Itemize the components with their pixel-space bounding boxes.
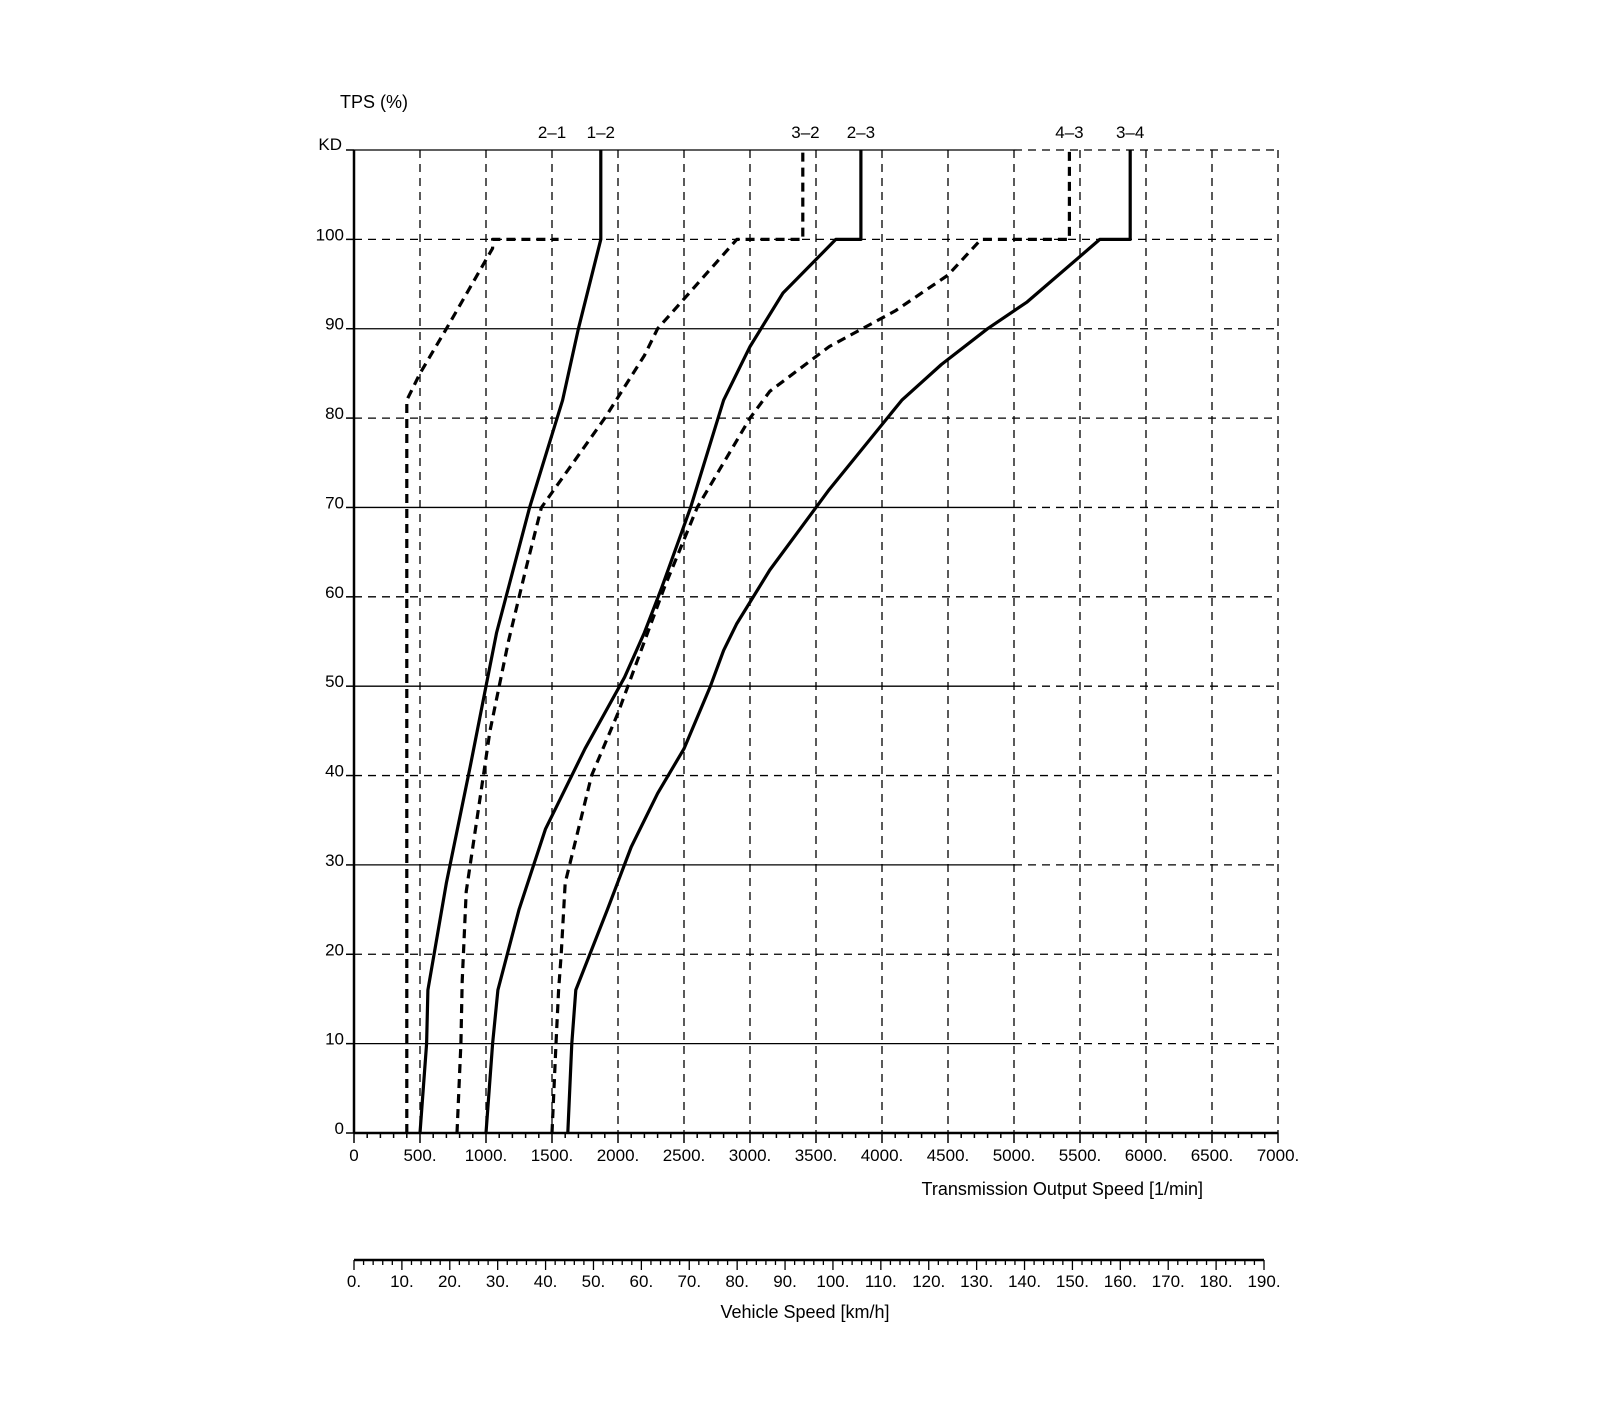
vehicle-speed-label-100: 100. [816, 1272, 849, 1291]
x-tick-label-3000: 3000. [729, 1146, 772, 1165]
y-tick-label-30: 30 [325, 851, 344, 870]
curve-label-2-3: 2–3 [847, 123, 875, 142]
vehicle-speed-label-70: 70. [677, 1272, 701, 1291]
curve-label-3-4: 3–4 [1116, 123, 1144, 142]
x-tick-label-1000: 1000. [465, 1146, 508, 1165]
x-tick-label-1500: 1500. [531, 1146, 574, 1165]
vehicle-speed-label-0: 0. [347, 1272, 361, 1291]
y-tick-label-40: 40 [325, 762, 344, 781]
y-tick-label-kd: KD [318, 135, 342, 154]
axes [346, 149, 1279, 1270]
grid [354, 149, 1279, 1133]
x-tick-label-4000: 4000. [861, 1146, 904, 1165]
labels: TPS (%) Transmission Output Speed [1/min… [316, 92, 1300, 1322]
y-tick-label-20: 20 [325, 940, 344, 959]
vehicle-speed-label-110: 110. [865, 1272, 897, 1291]
vehicle-speed-label-160: 160. [1104, 1272, 1137, 1291]
vehicle-speed-label-120: 120. [912, 1272, 945, 1291]
x-tick-label-6000: 6000. [1125, 1146, 1168, 1165]
curve-label-1-2: 1–2 [587, 123, 615, 142]
vehicle-speed-label-30: 30. [486, 1272, 510, 1291]
curve-label-4-3: 4–3 [1055, 123, 1083, 142]
vehicle-speed-axis-title: Vehicle Speed [km/h] [720, 1302, 889, 1322]
curve-label-3-2: 3–2 [791, 123, 819, 142]
x-tick-label-500: 500. [403, 1146, 436, 1165]
y-tick-label-70: 70 [325, 493, 344, 512]
vehicle-speed-label-60: 60. [630, 1272, 654, 1291]
y-tick-label-90: 90 [325, 315, 344, 334]
vehicle-speed-label-50: 50. [582, 1272, 606, 1291]
curve-3-4 [566, 150, 1132, 1134]
vehicle-speed-label-140: 140. [1008, 1272, 1041, 1291]
vehicle-speed-label-180: 180. [1200, 1272, 1233, 1291]
curve-4-3 [550, 150, 1072, 1134]
vehicle-speed-label-80: 80. [725, 1272, 749, 1291]
vehicle-speed-label-20: 20. [438, 1272, 462, 1291]
y-axis-title: TPS (%) [340, 92, 408, 112]
x-tick-label-2000: 2000. [597, 1146, 640, 1165]
curve-label-2-1: 2–1 [538, 123, 566, 142]
x-tick-label-6500: 6500. [1191, 1146, 1234, 1165]
x-tick-label-3500: 3500. [795, 1146, 838, 1165]
y-tick-label-10: 10 [325, 1030, 344, 1049]
y-tick-label-0: 0 [335, 1119, 344, 1138]
curve-1-2 [418, 150, 603, 1134]
y-tick-label-80: 80 [325, 404, 344, 423]
vehicle-speed-label-170: 170. [1152, 1272, 1185, 1291]
vehicle-speed-label-130: 130. [960, 1272, 993, 1291]
vehicle-speed-label-150: 150. [1056, 1272, 1089, 1291]
y-tick-label-100: 100 [316, 225, 344, 244]
shift-curves [405, 150, 1132, 1134]
curve-3-2 [455, 150, 805, 1134]
curve-2-1 [405, 237, 559, 1133]
y-tick-label-50: 50 [325, 672, 344, 691]
vehicle-speed-label-190: 190. [1247, 1272, 1280, 1291]
x-tick-label-4500: 4500. [927, 1146, 970, 1165]
vehicle-speed-label-10: 10. [390, 1272, 414, 1291]
y-tick-label-60: 60 [325, 583, 344, 602]
vehicle-speed-label-90: 90. [773, 1272, 797, 1291]
x-tick-label-5000: 5000. [993, 1146, 1036, 1165]
x-axis-title: Transmission Output Speed [1/min] [922, 1179, 1203, 1199]
x-tick-label-2500: 2500. [663, 1146, 706, 1165]
vehicle-speed-label-40: 40. [534, 1272, 558, 1291]
curve-2-3 [484, 150, 863, 1134]
x-tick-label-7000: 7000. [1257, 1146, 1300, 1165]
x-tick-label-5500: 5500. [1059, 1146, 1102, 1165]
x-tick-label-0: 0 [349, 1146, 358, 1165]
